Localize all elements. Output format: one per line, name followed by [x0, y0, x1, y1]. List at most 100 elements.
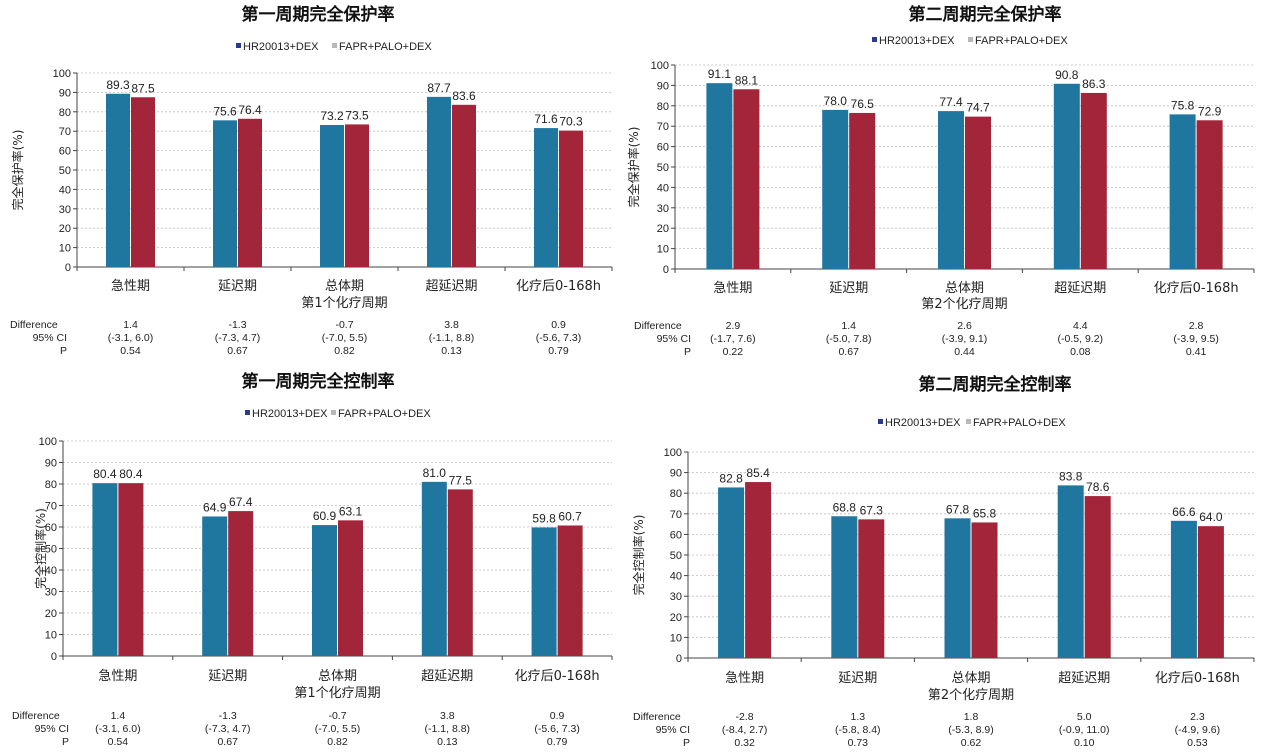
stats-row-label: P: [684, 346, 691, 358]
stat-ci: (-4.9, 9.6): [1175, 724, 1221, 736]
stat-difference: 5.0: [1077, 711, 1092, 723]
bar-hr20013-1: [718, 487, 745, 658]
category-label: 超延迟期: [1054, 281, 1106, 296]
stat-difference: 2.3: [1190, 711, 1205, 723]
y-tick-label: 60: [59, 146, 71, 158]
y-tick-label: 70: [670, 509, 682, 521]
category-label: 急性期: [713, 281, 752, 296]
chart-4: 第二周期完全控制率 HR20013+DEX FAPR+PALO+DEX 0 10 20 30…: [631, 374, 1255, 749]
legend-swatch-1: [872, 37, 877, 42]
stat-p: 0.67: [217, 736, 238, 748]
legend-label: HR20013+DEX: [879, 35, 955, 47]
stat-difference: 3.8: [444, 319, 459, 331]
y-tick-label: 60: [657, 142, 669, 154]
data-label: 59.8: [532, 511, 556, 525]
bar-fapr-2: [238, 118, 262, 267]
stat-p: 0.67: [838, 346, 859, 358]
stats-row-label: Difference: [10, 319, 58, 331]
bar-hr20013-2: [831, 516, 858, 658]
stat-ci: (-1.7, 7.6): [710, 333, 756, 345]
y-tick-label: 80: [657, 101, 669, 113]
legend: HR20013+DEX FAPR+PALO+DEX: [872, 35, 1068, 47]
stat-ci: (-3.9, 9.5): [1173, 333, 1219, 345]
stat-ci: (-0.9, 11.0): [1059, 724, 1110, 736]
data-label: 66.6: [1172, 505, 1196, 519]
stats-row-label: P: [60, 345, 67, 357]
stat-ci: (-7.3, 4.7): [215, 332, 261, 344]
stat-p: 0.82: [334, 345, 355, 357]
stat-ci: (-5.0, 7.8): [826, 333, 872, 345]
data-label: 82.8: [719, 471, 743, 485]
data-label: 80.4: [93, 467, 117, 481]
category-label: 超延迟期: [421, 669, 473, 684]
legend-swatch-2: [968, 37, 973, 42]
data-label: 72.9: [1198, 104, 1222, 118]
legend-swatch-2: [331, 410, 336, 415]
stat-difference: 3.8: [440, 710, 455, 722]
y-tick-label: 90: [670, 468, 682, 480]
legend-label: HR20013+DEX: [252, 408, 328, 420]
data-label: 67.4: [229, 495, 253, 509]
y-tick-label: 60: [45, 522, 57, 534]
stat-ci: (-3.1, 6.0): [108, 332, 154, 344]
y-tick-label: 30: [670, 591, 682, 603]
category-label: 超延迟期: [1058, 671, 1110, 686]
stat-ci: (-5.6, 7.3): [534, 723, 580, 735]
stats-row-label: P: [683, 737, 690, 749]
bar-fapr-2: [849, 112, 876, 269]
data-label: 87.5: [131, 81, 155, 95]
stat-p: 0.54: [120, 345, 141, 357]
legend-swatch-1: [245, 410, 250, 415]
category-sublabel: 第1个化疗周期: [294, 686, 380, 701]
stat-p: 0.13: [441, 345, 462, 357]
bar-hr20013-2: [822, 109, 849, 269]
stat-p: 0.82: [327, 736, 348, 748]
stat-p: 0.79: [548, 345, 569, 357]
legend-swatch-1: [878, 419, 883, 424]
stat-ci: (-5.6, 7.3): [536, 332, 582, 344]
bar-fapr-2: [858, 519, 885, 658]
stat-ci: (-1.1, 8.8): [429, 332, 475, 344]
stat-difference: -0.7: [335, 319, 353, 331]
data-label: 76.4: [238, 103, 262, 117]
bar-hr20013-3: [944, 518, 971, 658]
legend-label: FAPR+PALO+DEX: [975, 35, 1068, 47]
y-tick-label: 30: [657, 203, 669, 215]
data-label: 67.3: [860, 503, 884, 517]
bar-hr20013-4: [1053, 83, 1080, 269]
y-tick-label: 40: [45, 565, 57, 577]
category-label: 总体期: [325, 279, 364, 294]
legend-swatch-1: [236, 43, 241, 48]
stat-ci: (-5.3, 8.9): [948, 724, 994, 736]
stat-difference: 1.4: [123, 319, 138, 331]
category-label: 延迟期: [218, 279, 257, 294]
data-label: 68.8: [833, 500, 857, 514]
bar-fapr-3: [345, 124, 369, 267]
stat-difference: 1.4: [111, 710, 126, 722]
y-tick-label: 0: [676, 653, 682, 665]
y-tick-label: 40: [59, 184, 71, 196]
bar-fapr-1: [131, 97, 155, 267]
stat-ci: (-0.5, 9.2): [1058, 333, 1104, 345]
data-label: 88.1: [735, 73, 759, 87]
y-tick-label: 50: [657, 162, 669, 174]
stats-row-label: Difference: [633, 711, 681, 723]
stat-p: 0.13: [437, 736, 458, 748]
stat-p: 0.08: [1070, 346, 1091, 358]
y-tick-label: 50: [670, 550, 682, 562]
legend-label: HR20013+DEX: [885, 417, 961, 429]
stat-difference: 0.9: [550, 710, 565, 722]
bar-hr20013-2: [202, 516, 228, 656]
y-tick-label: 10: [59, 243, 71, 255]
category-label: 延迟期: [838, 671, 877, 686]
chart-1: 第一周期完全保护率 HR20013+DEX FAPR+PALO+DEX 0 10 20 30…: [10, 4, 613, 357]
stats-row-label: 95% CI: [35, 723, 69, 735]
bar-fapr-5: [1196, 120, 1223, 269]
data-label: 73.2: [320, 109, 344, 123]
chart-title: 第一周期完全控制率: [242, 371, 395, 392]
stats-row-label: 95% CI: [657, 333, 691, 345]
bar-hr20013-1: [106, 93, 130, 268]
legend: HR20013+DEX FAPR+PALO+DEX: [245, 408, 431, 420]
data-label: 83.6: [452, 89, 476, 103]
data-label: 85.4: [746, 466, 770, 480]
